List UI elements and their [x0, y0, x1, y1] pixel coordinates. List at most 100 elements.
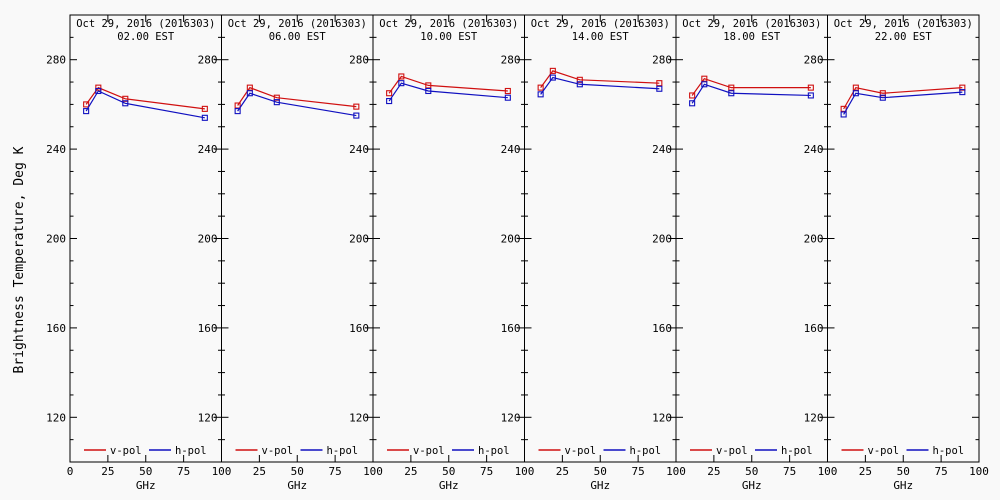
x-tick-label: 25: [859, 465, 872, 478]
y-tick-label: 280: [198, 54, 218, 67]
x-tick-label: 25: [404, 465, 417, 478]
marker-h-pol: [576, 81, 583, 88]
series-line-v-pol: [237, 86, 357, 108]
marker-v-pol: [728, 84, 735, 91]
y-tick-label: 120: [46, 411, 66, 424]
marker-v-pol: [246, 84, 253, 91]
y-tick-label: 240: [349, 143, 369, 156]
y-tick-label: 120: [652, 411, 672, 424]
y-tick-label: 200: [198, 233, 218, 246]
y-tick-label: 240: [46, 143, 66, 156]
y-tick-label: 200: [349, 233, 369, 246]
y-tick-label: 200: [501, 233, 521, 246]
panel-1400: 120 160 200 240 280 25 50 75 100 GHz Oct 29, 2016 …: [501, 14, 686, 492]
y-tick-label: 160: [349, 322, 369, 335]
x-tick-label: 0: [67, 465, 74, 478]
marker-h-pol: [852, 90, 859, 97]
x-tick-label: 75: [177, 465, 190, 478]
marker-v-pol: [234, 102, 241, 109]
series-line-h-pol: [388, 82, 508, 102]
x-axis-label: GHz: [439, 479, 459, 492]
y-tick-label: 280: [804, 54, 824, 67]
legend-label-h-pol: h-pol: [933, 445, 965, 457]
y-tick-label: 200: [652, 233, 672, 246]
marker-v-pol: [398, 73, 405, 80]
marker-v-pol: [656, 80, 663, 87]
x-axis-label: GHz: [742, 479, 762, 492]
x-tick-label: 25: [101, 465, 114, 478]
series-line-h-pol: [540, 76, 660, 95]
marker-h-pol: [504, 94, 511, 101]
x-tick-label: 75: [935, 465, 948, 478]
marker-h-pol: [840, 111, 847, 118]
panel-time: 06.00 EST: [269, 31, 327, 43]
marker-v-pol: [425, 82, 432, 89]
marker-h-pol: [273, 99, 280, 106]
x-tick-label: 25: [556, 465, 569, 478]
y-tick-label: 120: [349, 411, 369, 424]
series-line-h-pol: [691, 83, 811, 104]
marker-v-pol: [852, 84, 859, 91]
y-tick-label: 280: [46, 54, 66, 67]
marker-h-pol: [95, 87, 102, 95]
panel-0200: 120 160 200 240 280 0 25 50 75 100 GHz Oct 29, 2016…: [46, 14, 232, 492]
y-tick-label: 160: [652, 322, 672, 335]
x-tick-label: 100: [515, 465, 535, 478]
panel-time: 14.00 EST: [572, 31, 630, 43]
y-tick-label: 280: [652, 54, 672, 67]
marker-v-pol: [840, 105, 847, 112]
panel-time: 10.00 EST: [420, 31, 478, 43]
marker-v-pol: [201, 105, 208, 112]
panel-title: Oct 29, 2016 (2016303): [228, 18, 367, 30]
panel-title: Oct 29, 2016 (2016303): [834, 18, 973, 30]
x-tick-label: 100: [212, 465, 232, 478]
panel-title: Oct 29, 2016 (2016303): [379, 18, 518, 30]
marker-h-pol: [701, 81, 708, 88]
legend-label-v-pol: v-pol: [413, 445, 445, 457]
y-tick-label: 240: [198, 143, 218, 156]
x-tick-label: 100: [363, 465, 383, 478]
marker-h-pol: [537, 91, 544, 98]
panel-title: Oct 29, 2016 (2016303): [682, 18, 821, 30]
y-tick-label: 160: [804, 322, 824, 335]
marker-h-pol: [689, 100, 696, 107]
x-tick-label: 75: [632, 465, 645, 478]
series-line-v-pol: [540, 70, 660, 88]
marker-v-pol: [549, 67, 556, 74]
panel-1000: 120 160 200 240 280 25 50 75 100 GHz Oct 29, 2016 …: [349, 14, 535, 492]
legend-label-h-pol: h-pol: [175, 445, 207, 457]
x-tick-label: 50: [897, 465, 910, 478]
marker-h-pol: [201, 114, 208, 121]
marker-h-pol: [879, 94, 886, 101]
y-tick-label: 240: [501, 143, 521, 156]
marker-h-pol: [425, 87, 432, 95]
x-tick-label: 25: [253, 465, 266, 478]
y-tick-label: 160: [198, 322, 218, 335]
series-line-h-pol: [85, 90, 205, 119]
y-tick-label: 240: [652, 143, 672, 156]
legend-label-v-pol: v-pol: [262, 445, 294, 457]
marker-h-pol: [728, 90, 735, 97]
legend-label-v-pol: v-pol: [565, 445, 597, 457]
x-axis-label: GHz: [136, 479, 156, 492]
x-tick-label: 50: [291, 465, 304, 478]
x-axis-label: GHz: [287, 479, 307, 492]
marker-v-pol: [353, 103, 360, 110]
marker-v-pol: [95, 84, 102, 91]
marker-h-pol: [234, 108, 241, 115]
y-tick-label: 120: [804, 411, 824, 424]
series-line-h-pol: [237, 92, 357, 117]
panel-title: Oct 29, 2016 (2016303): [531, 18, 670, 30]
legend-label-h-pol: h-pol: [478, 445, 510, 457]
panel-frame: [827, 14, 980, 463]
marker-v-pol: [537, 84, 544, 91]
legend-label-h-pol: h-pol: [781, 445, 813, 457]
legend-label-v-pol: v-pol: [110, 445, 142, 457]
marker-h-pol: [549, 74, 556, 81]
panel-time: 18.00 EST: [723, 31, 781, 43]
marker-v-pol: [807, 84, 814, 91]
series-line-v-pol: [843, 86, 963, 110]
y-tick-label: 160: [46, 322, 66, 335]
marker-h-pol: [353, 112, 360, 119]
